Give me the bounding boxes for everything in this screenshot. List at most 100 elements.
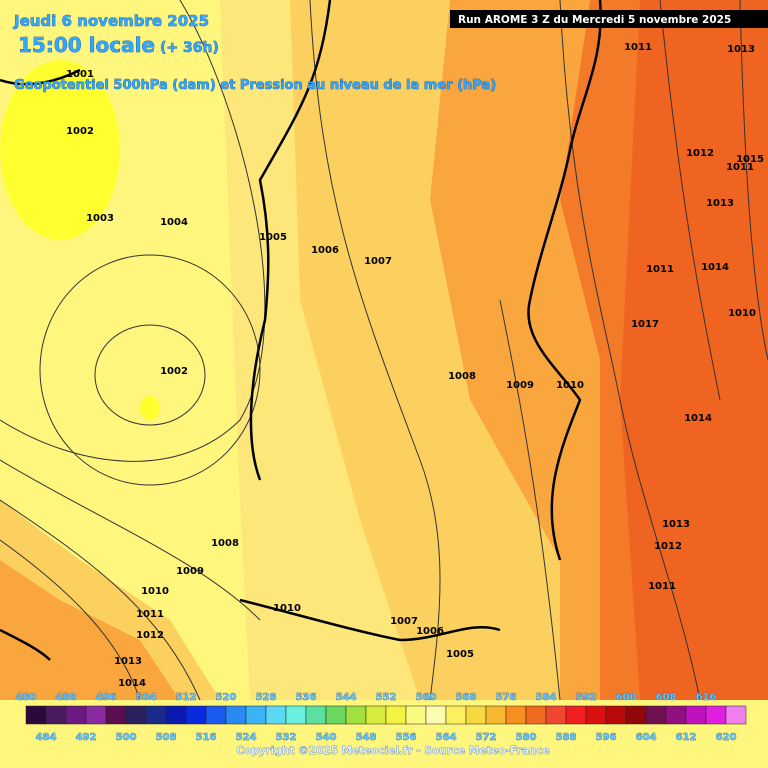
colorbar-swatch bbox=[445, 705, 467, 725]
colorbar-label: 488 bbox=[56, 692, 77, 703]
colorbar-label: 508 bbox=[156, 732, 177, 743]
isobar-label: 1003 bbox=[86, 213, 114, 224]
colorbar-label: 584 bbox=[536, 692, 557, 703]
isobar-label: 1007 bbox=[390, 616, 418, 627]
colorbar-swatch bbox=[245, 705, 267, 725]
isobar-label: 1002 bbox=[160, 366, 188, 377]
colorbar-swatch bbox=[265, 705, 287, 725]
isobar-label: 1005 bbox=[259, 232, 287, 243]
colorbar-label: 496 bbox=[96, 692, 117, 703]
colorbar-swatch bbox=[725, 705, 747, 725]
colorbar-label: 604 bbox=[636, 732, 657, 743]
colorbar-swatch bbox=[685, 705, 707, 725]
isobar-label: 1013 bbox=[727, 44, 755, 55]
colorbar-swatch bbox=[405, 705, 427, 725]
colorbar-label: 532 bbox=[276, 732, 297, 743]
colorbar-label: 492 bbox=[76, 732, 97, 743]
colorbar-swatch bbox=[325, 705, 347, 725]
isobar-label: 1010 bbox=[556, 380, 584, 391]
colorbar-label: 512 bbox=[176, 692, 197, 703]
isobar-label: 1012 bbox=[686, 148, 714, 159]
colorbar-swatch bbox=[105, 705, 127, 725]
colorbar-swatch bbox=[345, 705, 367, 725]
colorbar-label: 504 bbox=[136, 692, 157, 703]
colorbar-label: 600 bbox=[616, 692, 637, 703]
copyright: Copyright ©2025 Meteociel.fr - Source Me… bbox=[236, 745, 549, 757]
isobar-label: 1009 bbox=[176, 566, 204, 577]
isobar-label: 1007 bbox=[364, 256, 392, 267]
colorbar-swatch bbox=[205, 705, 227, 725]
lead-time: (+ 36h) bbox=[160, 40, 219, 56]
coastlines bbox=[0, 0, 602, 661]
isobar-label: 1012 bbox=[136, 630, 164, 641]
isobar-label: 1014 bbox=[118, 678, 146, 689]
subtitle: Geopotentiel 500hPa (dam) et Pression au… bbox=[14, 78, 496, 93]
isobar-label: 1008 bbox=[211, 538, 239, 549]
colorbar-swatch bbox=[425, 705, 447, 725]
colorbar: 480 488 496 504 512 520 528 536 544 552 560 568 576 5… bbox=[15, 692, 747, 743]
colorbar-label: 552 bbox=[376, 692, 397, 703]
colorbar-label: 588 bbox=[556, 732, 577, 743]
colorbar-label: 568 bbox=[456, 692, 477, 703]
isobar-label: 1010 bbox=[273, 603, 301, 614]
isobar-label: 1012 bbox=[654, 541, 682, 552]
colorbar-label: 480 bbox=[16, 692, 37, 703]
colorbar-swatch bbox=[465, 705, 487, 725]
isobar-label: 1005 bbox=[446, 649, 474, 660]
isobar-label: 1006 bbox=[416, 626, 444, 637]
colorbar-swatch bbox=[505, 705, 527, 725]
run-info: Run AROME 3 Z du Mercredi 5 novembre 202… bbox=[458, 14, 731, 26]
colorbar-swatch bbox=[545, 705, 567, 725]
isobar-label: 1002 bbox=[66, 126, 94, 137]
colorbar-label: 556 bbox=[396, 732, 417, 743]
colorbar-swatch bbox=[385, 705, 407, 725]
isobar-label: 1011 bbox=[726, 162, 754, 173]
colorbar-swatch bbox=[185, 705, 207, 725]
colorbar-label: 484 bbox=[36, 732, 57, 743]
isobar-label: 1001 bbox=[66, 69, 94, 80]
isobar-label: 1010 bbox=[141, 586, 169, 597]
isobar-label: 1015 bbox=[736, 154, 764, 165]
colorbar-swatch bbox=[365, 705, 387, 725]
colorbar-swatch bbox=[125, 705, 147, 725]
isobar-label: 1011 bbox=[646, 264, 674, 275]
colorbar-swatch bbox=[45, 705, 67, 725]
colorbar-label: 548 bbox=[356, 732, 377, 743]
colorbar-label: 608 bbox=[656, 692, 677, 703]
colorbar-swatch bbox=[225, 705, 247, 725]
colorbar-swatch bbox=[665, 705, 687, 725]
colorbar-swatch bbox=[165, 705, 187, 725]
colorbar-label: 576 bbox=[496, 692, 517, 703]
colorbar-label: 524 bbox=[236, 732, 257, 743]
isobar-label: 1013 bbox=[114, 656, 142, 667]
colorbar-label: 528 bbox=[256, 692, 277, 703]
colorbar-label: 616 bbox=[696, 692, 717, 703]
colorbar-swatch bbox=[525, 705, 547, 725]
colorbar-label: 572 bbox=[476, 732, 497, 743]
colorbar-swatch bbox=[305, 705, 327, 725]
isobar-label: 1010 bbox=[728, 308, 756, 319]
contours bbox=[0, 0, 768, 701]
colorbar-swatch bbox=[85, 705, 107, 725]
isobar-label: 1013 bbox=[662, 519, 690, 530]
colorbar-swatch bbox=[585, 705, 607, 725]
date: Jeudi 6 novembre 2025 bbox=[13, 12, 209, 30]
isobar-label: 1009 bbox=[506, 380, 534, 391]
colorbar-label: 540 bbox=[316, 732, 337, 743]
colorbar-label: 536 bbox=[296, 692, 317, 703]
isobar-label: 1017 bbox=[631, 319, 659, 330]
colorbar-label: 564 bbox=[436, 732, 457, 743]
isobar-label: 1011 bbox=[624, 42, 652, 53]
isobar-label: 1013 bbox=[706, 198, 734, 209]
isobar-label: 1014 bbox=[684, 413, 712, 424]
colorbar-swatch bbox=[65, 705, 87, 725]
colorbar-label: 520 bbox=[216, 692, 237, 703]
colorbar-swatch bbox=[705, 705, 727, 725]
colorbar-label: 544 bbox=[336, 692, 357, 703]
isobar-label: 1006 bbox=[311, 245, 339, 256]
colorbar-swatch bbox=[25, 705, 47, 725]
colorbar-swatch bbox=[485, 705, 507, 725]
isobar-label: 1004 bbox=[160, 217, 188, 228]
